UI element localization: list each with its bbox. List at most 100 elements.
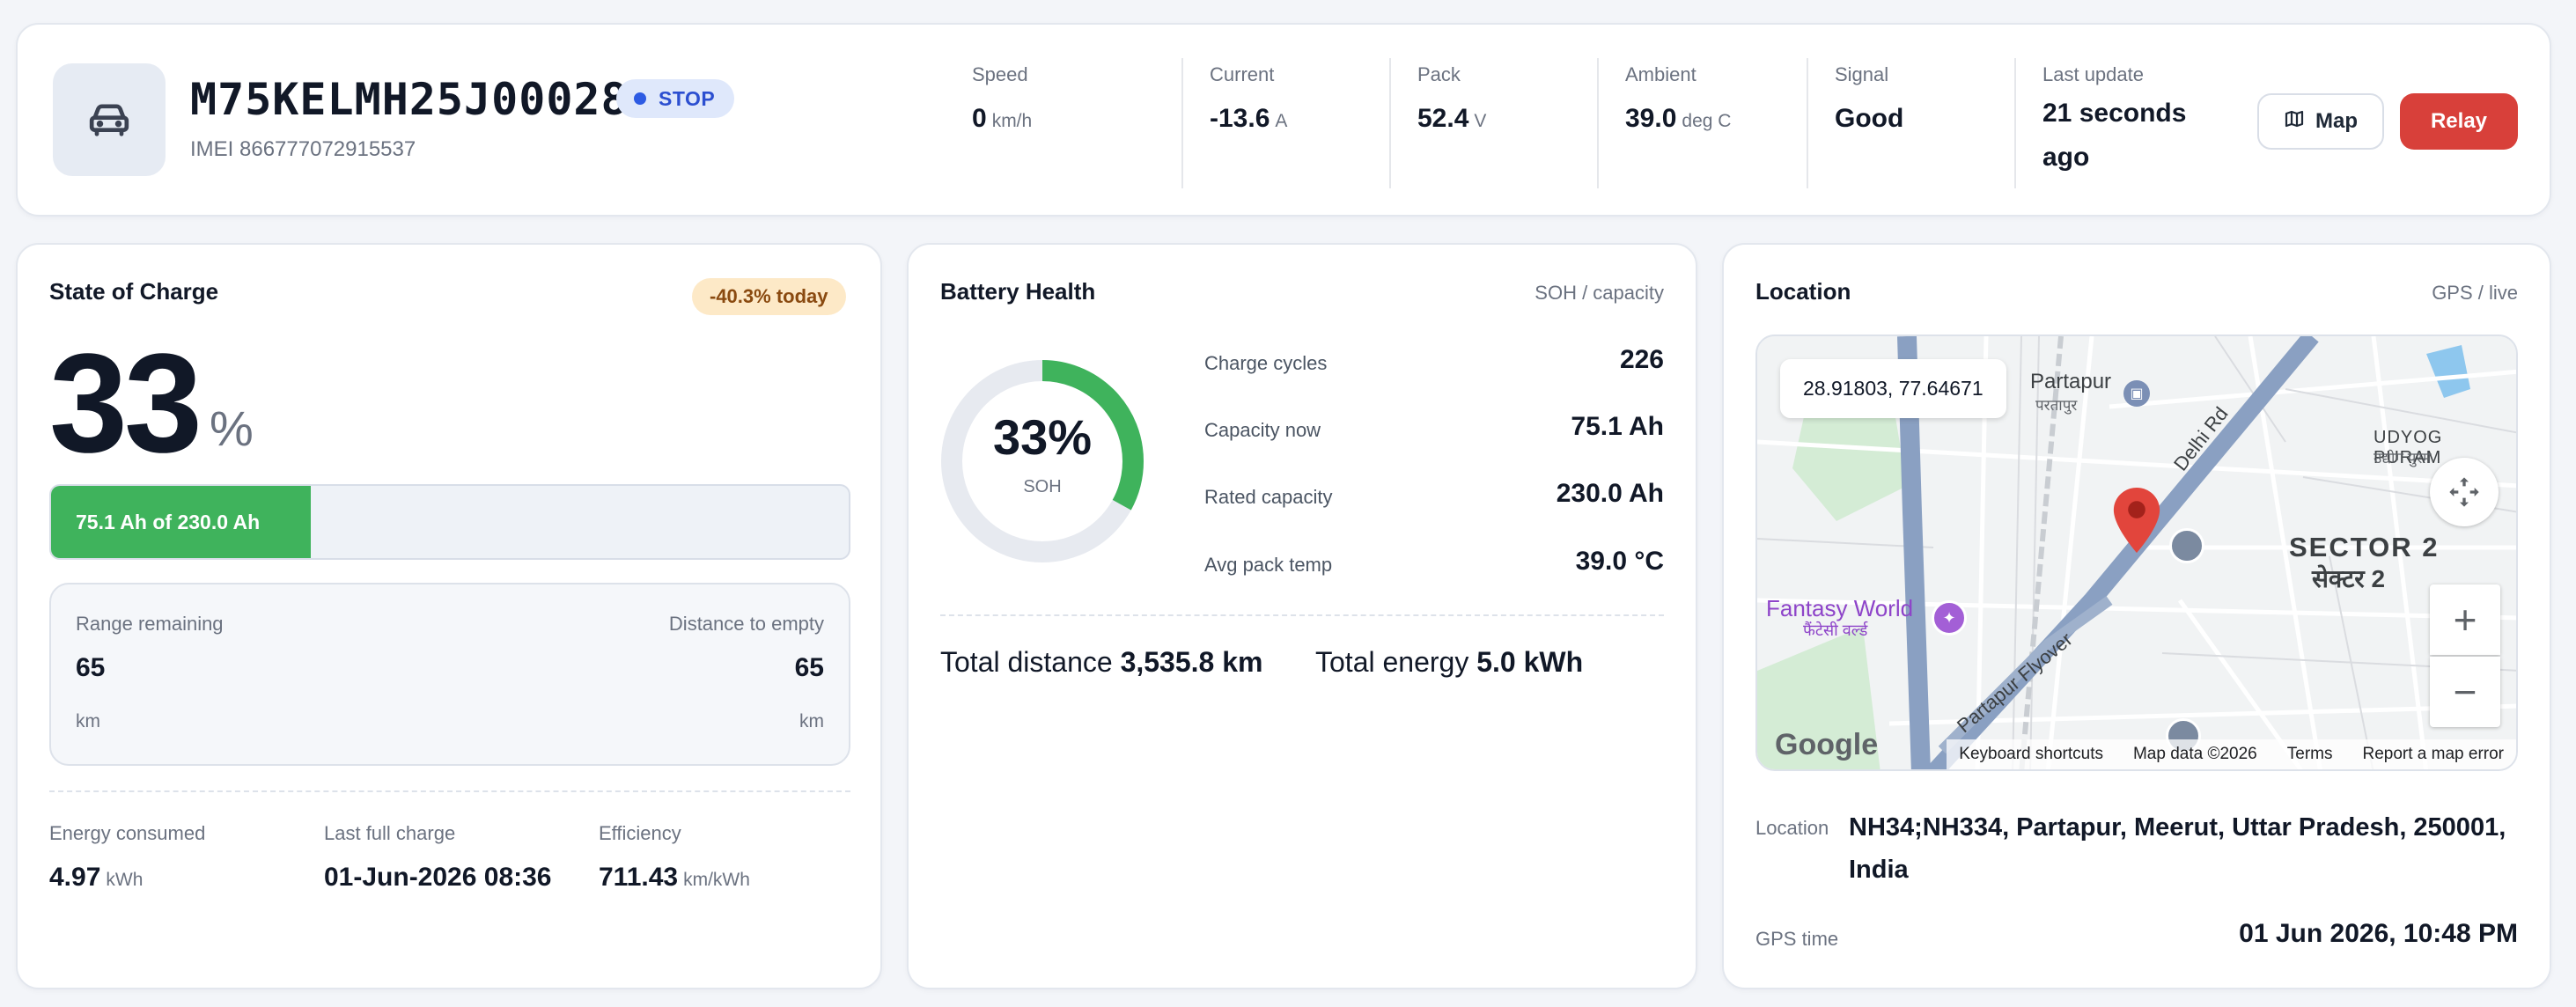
health-row-avg-pack-temp: Avg pack temp 39.0 °C: [1204, 545, 1664, 580]
soh-value: 33%: [992, 409, 1093, 465]
map-data-text: Map data ©2026: [2132, 745, 2257, 763]
stat-label: Last full charge: [324, 822, 456, 844]
total-distance: Total distance 3,535.8 km: [940, 646, 1263, 678]
health-row-cycles: Charge cycles 226: [1204, 343, 1664, 379]
metric-signal: Signal Good: [1835, 63, 1903, 134]
panel-subtitle: SOH / capacity: [1535, 282, 1664, 304]
attraction-icon: ✦: [1932, 600, 1967, 636]
map-label-sector-hi: सेक्टर 2: [2312, 565, 2386, 592]
state-of-charge-panel: State of Charge -40.3% today 33 % 75.1 A…: [16, 243, 882, 989]
divider: [1807, 58, 1808, 188]
health-value: 230.0 Ah: [1556, 479, 1664, 508]
map-button-label: Map: [2315, 109, 2358, 133]
soh-donut-chart: [941, 360, 1144, 562]
google-logo: Google: [1775, 728, 1879, 761]
total-energy: Total energy 5.0 kWh: [1315, 646, 1584, 678]
divider: [1389, 58, 1391, 188]
health-value: 39.0 °C: [1575, 547, 1664, 576]
map-label-partapur-hi: परतापुर: [2035, 397, 2078, 414]
metric-value: 0 km/h: [972, 104, 1033, 133]
school-icon: [2169, 528, 2204, 563]
soc-progress-fill: 75.1 Ah of 230.0 Ah: [51, 486, 312, 558]
panel-title: Location: [1755, 278, 1851, 305]
health-row-rated-capacity: Rated capacity 230.0 Ah: [1204, 477, 1664, 512]
stat-label: Energy consumed: [49, 822, 206, 844]
stat-value: 4.97 kWh: [49, 863, 144, 892]
metric-current: Current -13.6 A: [1210, 63, 1287, 134]
map-label-sector: SECTOR 2: [2289, 532, 2440, 562]
location-address: NH34;NH334, Partapur, Meerut, Uttar Prad…: [1849, 813, 2506, 884]
stat-energy-consumed: Energy consumed 4.97 kWh: [49, 822, 205, 893]
gps-time-label: GPS time: [1755, 928, 1839, 950]
metric-pack: Pack 52.4 V: [1417, 63, 1486, 134]
divider: [2014, 58, 2016, 188]
metric-value: 39.0 deg C: [1625, 104, 1732, 133]
divider: [940, 614, 1664, 616]
map-footer: Keyboard shortcuts Map data ©2026 Terms …: [1947, 739, 2516, 769]
health-label: Rated capacity: [1204, 486, 1333, 508]
metric-label: Current: [1210, 63, 1275, 85]
report-error-link[interactable]: Report a map error: [2362, 745, 2504, 763]
soh-donut-arc: [941, 360, 1144, 562]
location-label: Location: [1755, 817, 1829, 839]
vehicle-id: M75KELMH25J000281: [190, 74, 656, 125]
health-label: Capacity now: [1204, 419, 1321, 441]
health-label: Avg pack temp: [1204, 554, 1333, 576]
soc-percent-sign: %: [210, 401, 254, 456]
train-station-icon: ▣: [2123, 380, 2150, 407]
panel-title: Battery Health: [940, 278, 1096, 305]
map-label-udyog-hi: उद्योग पुरम: [2374, 450, 2432, 467]
keyboard-shortcuts-link[interactable]: Keyboard shortcuts: [1959, 745, 2103, 763]
panel-subtitle: GPS / live: [2432, 282, 2518, 304]
stat-last-full-charge: Last full charge 01-Jun-2026 08:36: [324, 822, 552, 893]
panel-title: State of Charge: [49, 278, 219, 305]
range-label: Range remaining: [76, 613, 224, 635]
imei-text: IMEI 866777072915537: [190, 137, 416, 161]
zoom-in-button[interactable]: +: [2430, 584, 2500, 655]
stat-label: Efficiency: [599, 822, 681, 844]
health-value: 75.1 Ah: [1571, 412, 1664, 441]
location-panel: Location GPS / live: [1722, 243, 2551, 989]
divider: [49, 790, 850, 792]
soc-progress-bar: 75.1 Ah of 230.0 Ah: [49, 484, 850, 560]
divider: [1181, 58, 1183, 188]
fullscreen-icon[interactable]: [2430, 458, 2499, 526]
terms-link[interactable]: Terms: [2286, 745, 2333, 763]
metric-label: Speed: [972, 63, 1028, 85]
metric-label: Last update: [2042, 63, 2144, 85]
car-icon: [53, 63, 166, 176]
dte-value: 65: [794, 653, 824, 682]
health-row-capacity-now: Capacity now 75.1 Ah: [1204, 410, 1664, 445]
metric-value: Good: [1835, 104, 1904, 133]
stat-efficiency: Efficiency 711.43 km/kWh: [599, 822, 750, 893]
status-badge: STOP: [616, 79, 735, 118]
location-pin-icon: [2113, 488, 2160, 553]
zoom-out-button[interactable]: −: [2430, 657, 2500, 727]
status-label: STOP: [659, 86, 716, 110]
range-box: Range remaining 65 km Distance to empty …: [49, 583, 850, 766]
metric-value: 21 seconds ago: [2042, 99, 2187, 172]
metric-speed: Speed 0 km/h: [972, 63, 1032, 134]
dte-unit: km: [799, 711, 824, 731]
map-button[interactable]: Map: [2257, 93, 2384, 150]
map-icon: [2284, 108, 2305, 136]
metric-label: Signal: [1835, 63, 1889, 85]
map-label-partapur: Partapur: [2030, 370, 2112, 393]
map-label-fantasy: Fantasy World: [1766, 595, 1914, 621]
health-value: 226: [1619, 345, 1664, 374]
vehicle-header: M75KELMH25J000281 STOP IMEI 866777072915…: [16, 23, 2551, 217]
map-tiles: [1757, 336, 2516, 769]
map-label-udyog: UDYOG PURAM: [2374, 428, 2443, 467]
relay-button[interactable]: Relay: [2400, 93, 2518, 150]
metric-label: Pack: [1417, 63, 1461, 85]
gps-time-value: 01 Jun 2026, 10:48 PM: [2239, 919, 2518, 948]
metric-ambient: Ambient 39.0 deg C: [1625, 63, 1731, 134]
divider: [1597, 58, 1599, 188]
coordinates-tooltip: 28.91803, 77.64671: [1780, 359, 2006, 418]
metric-label: Ambient: [1625, 63, 1696, 85]
health-label: Charge cycles: [1204, 352, 1328, 374]
map-view[interactable]: 28.91803, 77.64671 Partapur परतापुर ▣ UD…: [1755, 334, 2518, 771]
soh-label: SOH: [1023, 477, 1062, 496]
stat-value: 711.43 km/kWh: [599, 863, 750, 892]
stat-value: 01-Jun-2026 08:36: [324, 863, 552, 892]
